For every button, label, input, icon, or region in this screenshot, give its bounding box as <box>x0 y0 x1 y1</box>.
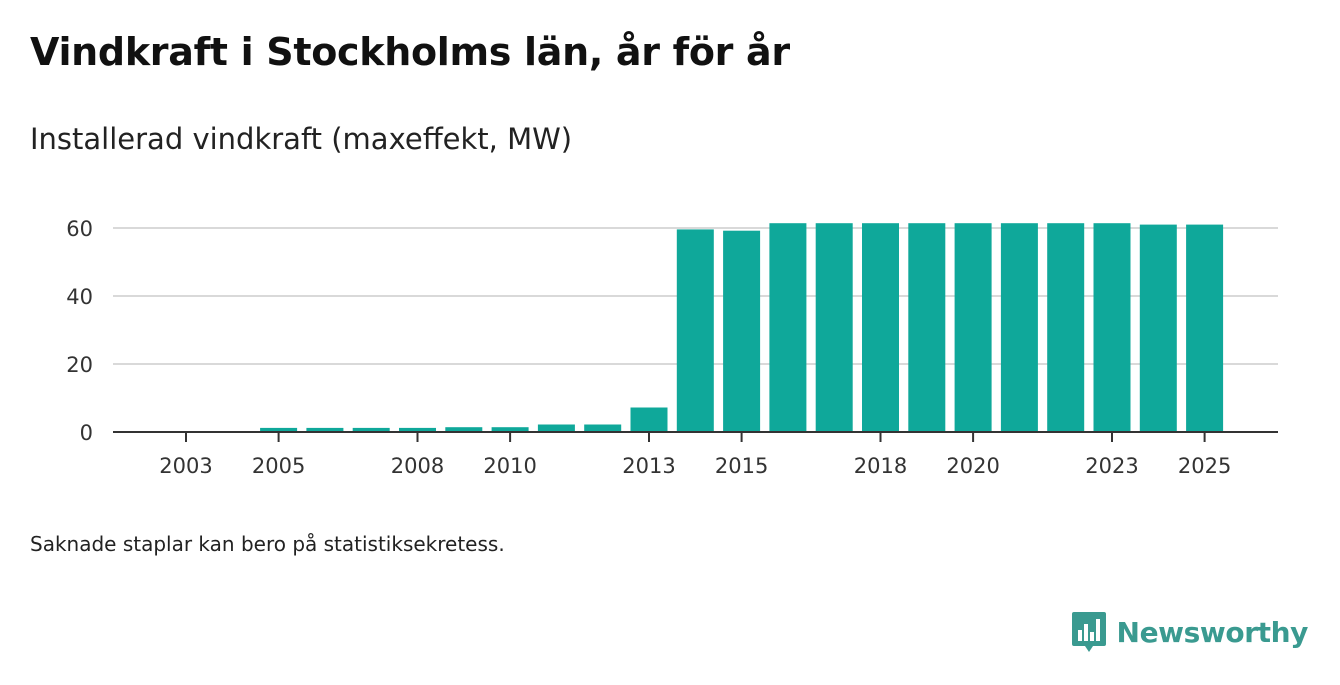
bar-2024[interactable] <box>1139 224 1177 432</box>
x-tick-label: 2010 <box>483 454 536 478</box>
bar-2005[interactable] <box>260 427 298 432</box>
x-tick-label: 2013 <box>622 454 675 478</box>
bar-2015[interactable] <box>723 230 761 432</box>
newsworthy-logo-icon <box>1071 612 1106 652</box>
footnote: Saknade staplar kan bero på statistiksek… <box>30 532 505 556</box>
bar-2021[interactable] <box>1000 223 1038 432</box>
bar-2018[interactable] <box>862 223 899 432</box>
x-tick-label: 2018 <box>854 454 907 478</box>
y-tick-label: 40 <box>66 285 93 309</box>
bar-2009[interactable] <box>445 427 483 432</box>
x-tick-label: 2025 <box>1178 454 1231 478</box>
x-tick-label: 2005 <box>252 454 305 478</box>
bar-2010[interactable] <box>491 427 529 432</box>
bar-2016[interactable] <box>769 223 807 432</box>
y-tick-label: 60 <box>66 217 93 241</box>
x-tick-label: 2020 <box>946 454 999 478</box>
x-tick-label: 2003 <box>159 454 212 478</box>
bar-2017[interactable] <box>815 223 853 432</box>
chart-subtitle: Installerad vindkraft (maxeffekt, MW) <box>30 122 573 156</box>
x-axis-ticks: 2003 2005 2008 2010 2013 2015 2018 2020 2023 2025 <box>159 432 1231 478</box>
bar-2023[interactable] <box>1093 223 1131 432</box>
bar-2012[interactable] <box>584 424 622 433</box>
bar-2006[interactable] <box>306 427 344 432</box>
bar-2022[interactable] <box>1047 223 1085 432</box>
chart-title: Vindkraft i Stockholms län, år för år <box>30 30 790 74</box>
bar-2025[interactable] <box>1186 224 1224 432</box>
brand-name: Newsworthy <box>1116 615 1309 649</box>
bar-2007[interactable] <box>352 427 390 432</box>
y-tick-label: 0 <box>80 421 93 445</box>
y-tick-label: 20 <box>66 353 93 377</box>
bar-2008[interactable] <box>399 427 436 432</box>
bar-2014[interactable] <box>676 229 714 432</box>
bar-2013[interactable] <box>630 407 668 433</box>
x-tick-label: 2008 <box>391 454 444 478</box>
bar-chart: 0 20 40 60 2003 2005 2008 2010 2013 2015 2018 2020… <box>66 217 1278 478</box>
x-tick-label: 2023 <box>1085 454 1138 478</box>
bar-2020[interactable] <box>954 223 992 432</box>
y-axis-ticks: 0 20 40 60 <box>66 217 93 445</box>
bars <box>260 223 1224 433</box>
bar-2011[interactable] <box>537 424 575 433</box>
bar-2019[interactable] <box>908 223 946 432</box>
x-tick-label: 2015 <box>715 454 768 478</box>
brand-logo[interactable]: Newsworthy <box>1071 610 1308 654</box>
